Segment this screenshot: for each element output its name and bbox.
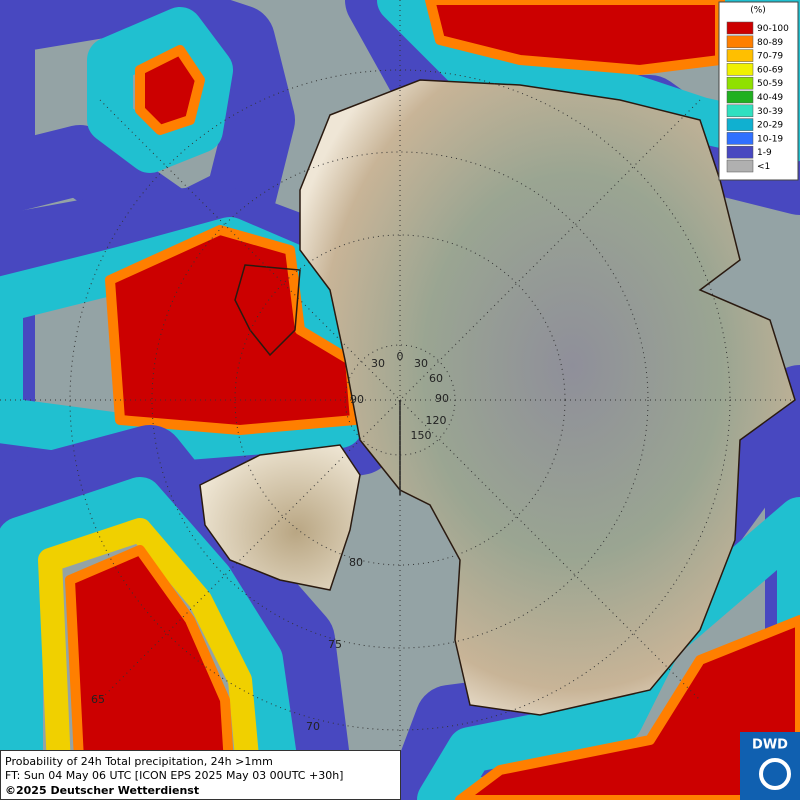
legend-label: 70-79 [757,52,783,62]
graticule-label: 90 [350,393,364,406]
legend-label: 10-19 [757,134,783,144]
graticule-label: 150 [411,429,432,442]
legend-label: 50-59 [757,79,783,89]
coastline [234,264,301,357]
caption-line: Probability of 24h Total precipitation, … [5,755,273,768]
logo: DWD [740,732,800,800]
legend-swatch [726,90,754,104]
legend-label: 1-9 [757,148,772,158]
east-antarctica [299,79,796,716]
legend-swatch [726,118,754,131]
graticule-label: 90 [435,392,449,405]
graticule-label: 70 [306,720,320,733]
caption: Probability of 24h Total precipitation, … [0,750,401,800]
legend-swatch [726,132,754,145]
graticule-label: 80 [349,556,363,569]
graticule-label: 30 [371,357,385,370]
graticule-label: 60 [429,372,443,385]
legend-label: <1 [757,162,770,172]
legend-swatch [726,63,754,76]
legend-swatch [726,76,754,90]
legend-swatch [726,21,754,35]
legend-label: 90-100 [757,24,789,34]
caption-line: FT: Sun 04 May 06 UTC [ICON EPS 2025 May… [5,769,343,782]
legend-swatch [726,49,754,62]
caption-line: ©2025 Deutscher Wetterdienst [5,784,199,797]
legend-label: 60-69 [757,65,783,75]
legend-swatch [726,104,754,118]
legend-title: (%) [750,6,766,16]
graticule-label: 120 [426,414,447,427]
legend-swatch [726,159,754,173]
graticule-label: 30 [414,357,428,370]
graticule-label: 65 [91,693,105,706]
logo-swirl [759,758,791,790]
west-antarctica [199,444,361,591]
legend-swatch [726,35,754,49]
logo-text: DWD [752,738,788,753]
legend-label: 40-49 [757,93,783,103]
graticule-label: 0 [397,350,404,363]
legend-label: 30-39 [757,107,783,117]
legend-label: 20-29 [757,121,783,131]
legend-swatch [726,145,754,159]
graticule-label: 75 [328,638,342,651]
legend: (%) 90-100 80-89 70-79 60-69 50-59 40-49 30-39… [718,1,799,181]
legend-label: 80-89 [757,38,783,48]
caption-box [0,750,401,800]
